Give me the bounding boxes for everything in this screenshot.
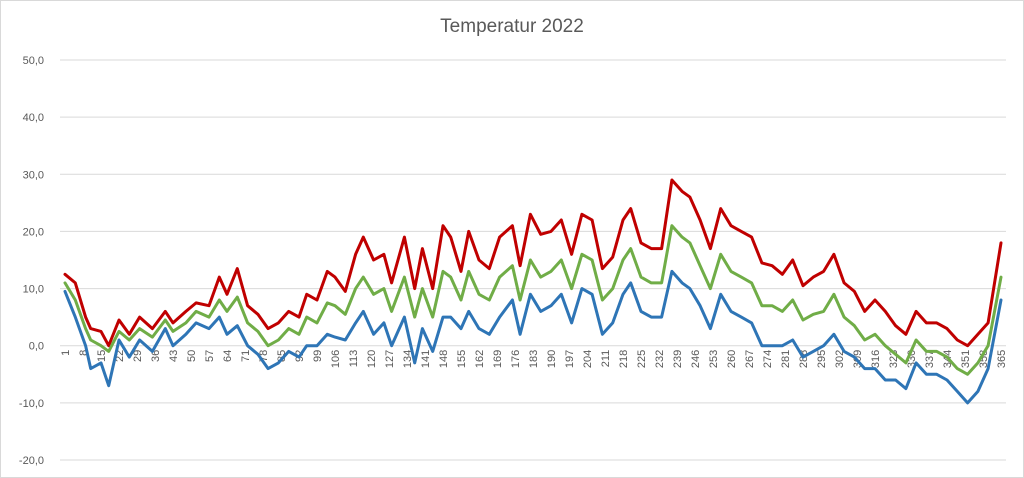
x-tick-label: 218 (618, 350, 630, 368)
x-tick-label: 57 (204, 350, 216, 362)
x-tick-label: 260 (726, 350, 738, 368)
series-line-1 (63, 178, 1003, 348)
x-tick-label: 43 (168, 350, 180, 362)
x-tick-label: 176 (510, 350, 522, 368)
y-tick-label: 40,0 (23, 112, 44, 124)
x-tick-label: 162 (474, 350, 486, 368)
x-tick-label: 316 (870, 350, 882, 368)
x-tick-label: 8 (78, 350, 90, 356)
series-lines (63, 178, 1003, 405)
y-axis-ticks: -20,0 -10,0 0,0 10,0 20,0 30,0 40,0 50,0 (19, 55, 44, 467)
y-tick-label: 0,0 (29, 341, 44, 353)
y-tick-label: 20,0 (23, 226, 44, 238)
x-tick-label: 85 (276, 350, 288, 362)
x-tick-label: 190 (546, 350, 558, 368)
x-tick-label: 120 (366, 350, 378, 368)
x-tick-label: 358 (978, 350, 990, 368)
x-tick-label: 295 (816, 350, 828, 368)
x-tick-label: 253 (708, 350, 720, 368)
y-tick-label: 30,0 (23, 169, 44, 181)
x-tick-label: 183 (528, 350, 540, 368)
x-tick-label: 225 (636, 350, 648, 368)
x-tick-label: 365 (996, 350, 1008, 368)
x-tick-label: 337 (924, 350, 936, 368)
x-tick-label: 29 (132, 350, 144, 362)
series-line-3 (63, 269, 1003, 405)
y-tick-label: 50,0 (23, 55, 44, 67)
x-tick-label: 50 (186, 350, 198, 362)
x-tick-label: 141 (420, 350, 432, 368)
x-tick-label: 246 (690, 350, 702, 368)
x-tick-label: 1 (60, 350, 72, 356)
y-tick-label: -20,0 (19, 455, 44, 467)
x-tick-label: 274 (762, 350, 774, 368)
x-tick-label: 15 (96, 350, 108, 362)
x-tick-label: 134 (402, 350, 414, 368)
y-tick-label: -10,0 (19, 398, 44, 410)
x-tick-label: 197 (564, 350, 576, 368)
x-tick-label: 113 (348, 350, 360, 368)
x-tick-label: 155 (456, 350, 468, 368)
x-tick-label: 36 (150, 350, 162, 362)
x-tick-label: 204 (582, 350, 594, 368)
x-tick-label: 64 (222, 350, 234, 362)
x-tick-label: 71 (240, 350, 252, 362)
x-axis-ticks: 1 8 15 22 29 36 43 50 57 64 71 78 85 92 99 106 113 120 127… (60, 350, 1008, 368)
x-tick-label: 127 (384, 350, 396, 368)
series-line-2 (63, 224, 1003, 376)
x-tick-label: 169 (492, 350, 504, 368)
x-tick-label: 148 (438, 350, 450, 368)
x-tick-label: 99 (312, 350, 324, 362)
x-tick-label: 267 (744, 350, 756, 368)
x-tick-label: 239 (672, 350, 684, 368)
chart-title: Temperatur 2022 (440, 16, 584, 37)
x-tick-label: 351 (960, 350, 972, 368)
y-tick-label: 10,0 (23, 284, 44, 296)
gridlines (60, 59, 1006, 461)
x-tick-label: 302 (834, 350, 846, 368)
x-tick-label: 106 (330, 350, 342, 368)
x-tick-label: 211 (600, 350, 612, 368)
x-tick-label: 281 (780, 350, 792, 368)
x-tick-label: 232 (654, 350, 666, 368)
